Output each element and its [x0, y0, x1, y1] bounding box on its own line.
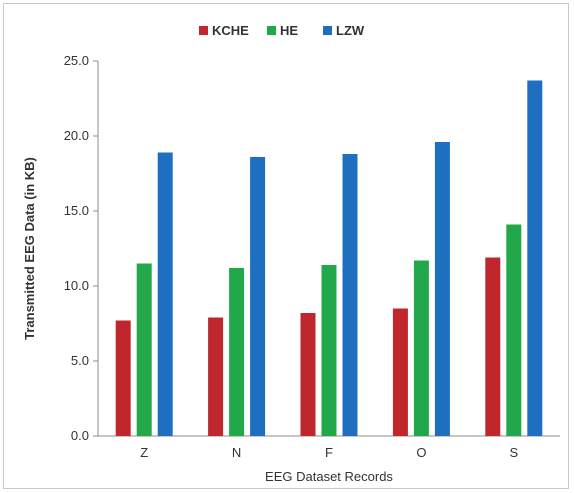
y-tick-label: 15.0 — [64, 203, 89, 218]
x-axis-title: EEG Dataset Records — [265, 469, 393, 484]
legend-swatch-he — [267, 26, 276, 35]
legend-label-lzw: LZW — [336, 23, 365, 38]
bar-kche-s — [485, 257, 501, 436]
y-tick-label: 25.0 — [64, 53, 89, 68]
legend-label-kche: KCHE — [212, 23, 249, 38]
legend-swatch-lzw — [323, 26, 332, 35]
bar-kche-n — [208, 317, 224, 436]
y-tick-label: 5.0 — [71, 353, 89, 368]
bar-lzw-s — [527, 80, 543, 436]
y-axis-title: Transmitted EEG Data (in KB) — [22, 157, 37, 340]
bar-he-f — [321, 265, 337, 436]
y-tick-label: 20.0 — [64, 128, 89, 143]
y-tick-label: 10.0 — [64, 278, 89, 293]
bar-lzw-n — [250, 157, 266, 436]
chart-frame: KCHE HE LZW 0.0 5.0 10.0 15.0 20.0 25.0 Z N F O S E… — [3, 3, 569, 489]
bar-he-s — [506, 224, 522, 436]
legend-swatch-kche — [199, 26, 208, 35]
bar-he-o — [413, 260, 429, 436]
bar-kche-z — [115, 320, 131, 436]
bar-he-n — [229, 268, 245, 436]
bar-chart: KCHE HE LZW 0.0 5.0 10.0 15.0 20.0 25.0 Z N F O S E… — [22, 23, 560, 484]
y-axis: 0.0 5.0 10.0 15.0 20.0 25.0 — [64, 53, 99, 443]
x-category-label: N — [232, 445, 241, 460]
bar-kche-f — [300, 313, 316, 436]
x-category-label: O — [416, 445, 426, 460]
x-category-label: F — [325, 445, 333, 460]
bar-lzw-f — [342, 154, 358, 436]
legend-label-he: HE — [280, 23, 298, 38]
bar-lzw-o — [434, 142, 450, 436]
x-category-label: S — [509, 445, 518, 460]
bar-lzw-z — [157, 152, 173, 436]
y-tick-label: 0.0 — [71, 428, 89, 443]
bar-he-z — [136, 263, 152, 436]
x-category-label: Z — [140, 445, 148, 460]
legend: KCHE HE LZW — [199, 23, 365, 38]
bars — [115, 80, 543, 436]
bar-kche-o — [392, 308, 408, 436]
